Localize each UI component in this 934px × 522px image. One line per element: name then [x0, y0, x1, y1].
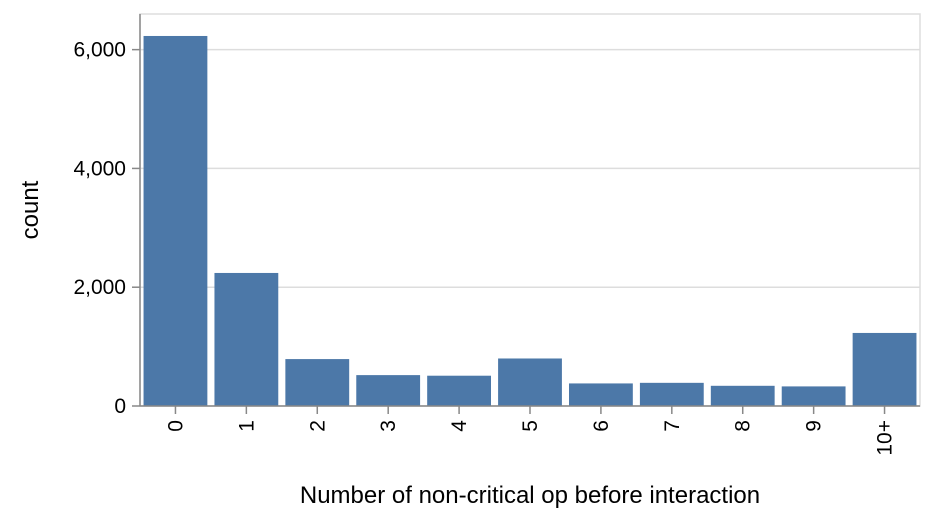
bar [498, 358, 562, 406]
x-tick-label: 0 [164, 420, 187, 432]
bars [143, 35, 917, 406]
bar [852, 332, 917, 406]
x-tick-label: 3 [377, 420, 400, 432]
x-tick-label: 6 [590, 420, 613, 432]
y-axis: 0 2,000 4,000 6,000 [73, 14, 141, 418]
x-tick-label: 7 [661, 420, 684, 432]
y-tick-label: 0 [114, 395, 126, 418]
bar [639, 382, 704, 406]
bar [214, 272, 279, 406]
bar [710, 385, 775, 406]
x-tick-label: 10+ [874, 420, 897, 456]
x-tick-label: 9 [803, 420, 826, 432]
x-tick-label: 4 [448, 420, 471, 432]
bar [285, 359, 350, 406]
y-tick-label: 4,000 [73, 157, 126, 180]
x-axis-title: Number of non-critical op before interac… [300, 482, 760, 509]
x-tick-label: 2 [306, 420, 329, 432]
x-tick-label: 8 [732, 420, 755, 432]
bar [427, 375, 491, 406]
y-axis-title: count [17, 180, 44, 239]
x-tick-label: 5 [519, 420, 542, 432]
x-axis: 0 1 2 3 4 5 6 7 8 9 10+ [140, 405, 920, 456]
bar [356, 375, 421, 406]
bar [143, 35, 208, 406]
x-tick-label: 1 [235, 420, 258, 432]
bar [569, 383, 633, 406]
y-tick-label: 2,000 [73, 276, 126, 299]
y-tick-label: 6,000 [73, 39, 126, 62]
bar [781, 386, 846, 406]
